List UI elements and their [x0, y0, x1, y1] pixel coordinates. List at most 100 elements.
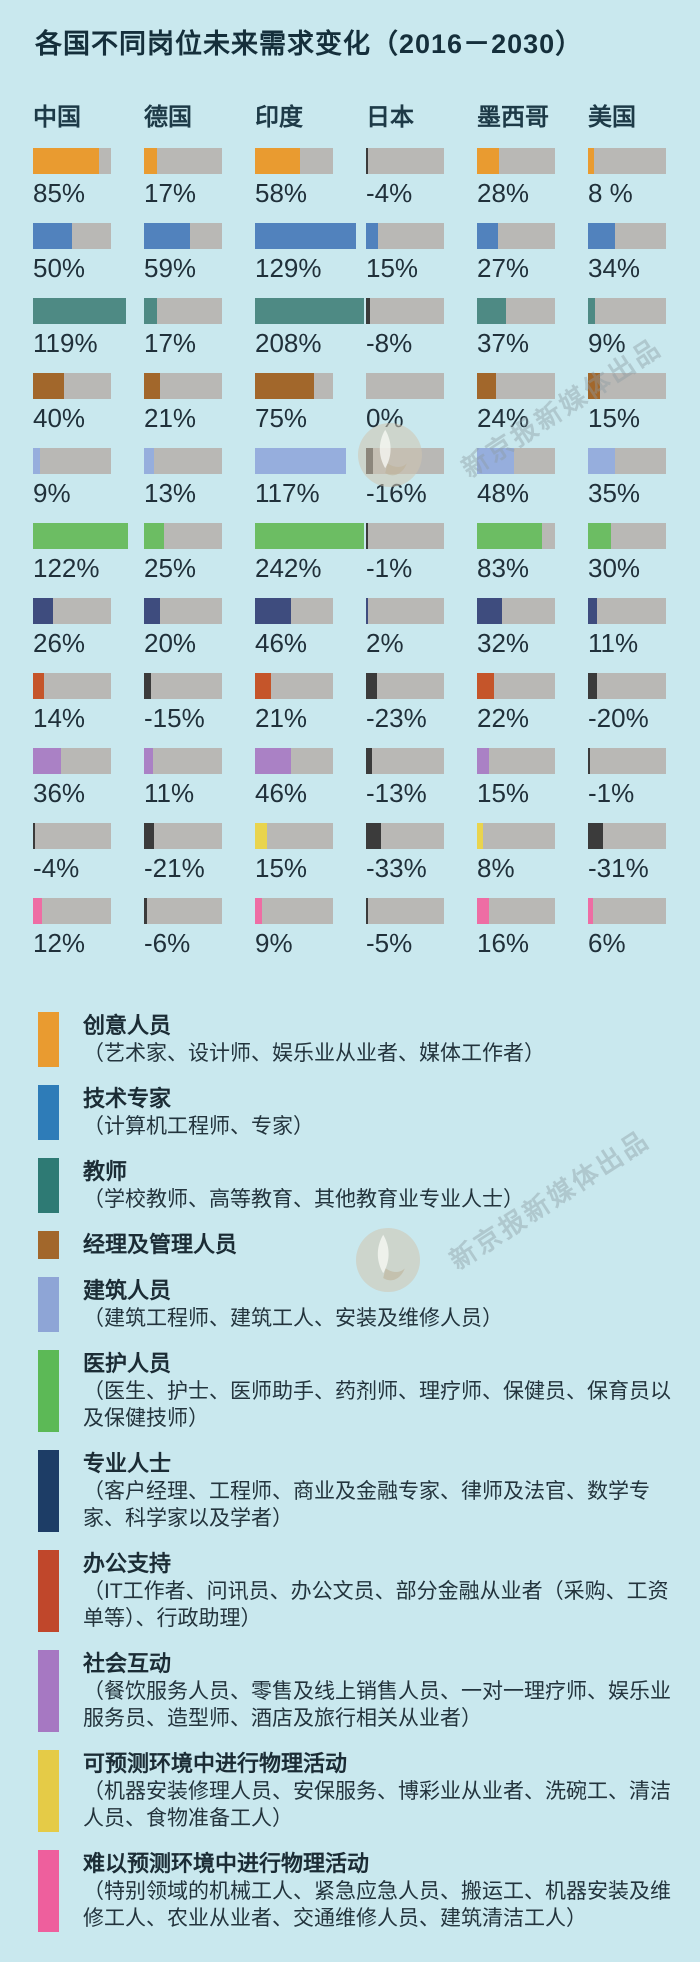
bar-track [144, 673, 222, 699]
bar-value-label: 85% [33, 178, 86, 208]
bar-cell-难以预测环境中进行物理活动-日本: -5% [366, 898, 444, 958]
bar-cell-专业人士-墨西哥: 32% [477, 598, 555, 658]
bar-track [33, 448, 111, 474]
bar-track [588, 598, 666, 624]
bar-track [477, 523, 555, 549]
bar-fill [255, 223, 356, 249]
bar-value-label: 58% [255, 178, 308, 208]
bar-value-label: -6% [144, 928, 191, 958]
bar-fill [33, 148, 100, 174]
bar-value-label: 8% [477, 853, 515, 883]
legend-text: 社会互动 （餐饮服务人员、零售及线上销售人员、一对一理疗师、娱乐业服务员、造型师、… [83, 1650, 680, 1732]
legend-desc: （建筑工程师、建筑工人、安装及维修人员） [83, 1307, 503, 1330]
bar-fill [477, 823, 484, 849]
bar-cell-社会互动-日本: -13% [366, 748, 444, 808]
country-header: 墨西哥 [477, 104, 549, 131]
bar-value-label: -1% [588, 778, 635, 808]
country-header: 美国 [588, 104, 636, 131]
bar-track [477, 373, 555, 399]
bar-value-label: -31% [588, 853, 649, 883]
bar-value-label: 28% [477, 178, 530, 208]
bar-track [144, 373, 222, 399]
bar-fill [144, 223, 191, 249]
bar-track [588, 823, 666, 849]
bar-track [33, 748, 111, 774]
bar-negative-mark [588, 673, 598, 699]
bar-cell-建筑人员-日本: -16% [366, 448, 444, 508]
bar-fill [144, 448, 155, 474]
bar-fill [255, 373, 314, 399]
bar-value-label: 46% [255, 778, 308, 808]
legend-swatch [38, 1158, 59, 1213]
bar-cell-社会互动-墨西哥: 15% [477, 748, 555, 808]
legend-text: 建筑人员 （建筑工程师、建筑工人、安装及维修人员） [83, 1277, 503, 1332]
bar-value-label: 208% [255, 328, 322, 358]
bar-track [144, 148, 222, 174]
bar-fill [588, 223, 615, 249]
legend-text: 专业人士 （客户经理、工程师、商业及金融专家、律师及法官、数学专家、科学家以及学者… [83, 1450, 680, 1532]
bar-negative-mark [588, 748, 590, 774]
bar-cell-可预测环境中进行物理活动-墨西哥: 8% [477, 823, 555, 883]
bar-value-label: 15% [366, 253, 419, 283]
bar-track [366, 898, 444, 924]
bar-track [144, 298, 222, 324]
bar-value-label: 75% [255, 403, 308, 433]
bar-cell-社会互动-美国: -1% [588, 748, 666, 808]
bar-cell-创意人员-德国: 17% [144, 148, 222, 208]
bar-fill [477, 673, 495, 699]
bar-cell-可预测环境中进行物理活动-美国: -31% [588, 823, 666, 883]
bar-negative-mark [144, 673, 152, 699]
bar-track [588, 748, 666, 774]
bar-fill [255, 823, 267, 849]
bar-cell-难以预测环境中进行物理活动-德国: -6% [144, 898, 222, 958]
bar-cell-创意人员-美国: 8 % [588, 148, 666, 208]
bar-track [144, 448, 222, 474]
bar-fill [33, 223, 72, 249]
bar-value-label: 34% [588, 253, 641, 283]
bar-cell-经理及管理人员-印度: 75% [255, 373, 333, 433]
bar-cell-难以预测环境中进行物理活动-美国: 6% [588, 898, 666, 958]
bar-value-label: 83% [477, 553, 530, 583]
bar-value-label: 20% [144, 628, 197, 658]
bar-value-label: 242% [255, 553, 322, 583]
bar-value-label: 37% [477, 328, 530, 358]
bar-fill [477, 373, 496, 399]
bar-cell-教师-墨西哥: 37% [477, 298, 555, 358]
bar-fill [33, 673, 44, 699]
legend-item-经理及管理人员: 经理及管理人员 [38, 1231, 680, 1259]
legend-swatch [38, 1550, 59, 1632]
bar-fill [477, 523, 542, 549]
legend-item-专业人士: 专业人士 （客户经理、工程师、商业及金融专家、律师及法官、数学专家、科学家以及学者… [38, 1450, 680, 1532]
legend-swatch [38, 1350, 59, 1432]
legend-label: 难以预测环境中进行物理活动 [83, 1851, 370, 1876]
country-header: 日本 [366, 104, 414, 131]
bar-cell-办公支持-墨西哥: 22% [477, 673, 555, 733]
bar-cell-技术专家-日本: 15% [366, 223, 444, 283]
bar-cell-创意人员-日本: -4% [366, 148, 444, 208]
bar-cell-经理及管理人员-美国: 15% [588, 373, 666, 433]
bar-value-label: 27% [477, 253, 530, 283]
bar-cell-难以预测环境中进行物理活动-印度: 9% [255, 898, 333, 958]
bar-value-label: -23% [366, 703, 427, 733]
bar-track [33, 223, 111, 249]
bar-cell-办公支持-德国: -15% [144, 673, 222, 733]
bar-track [255, 748, 333, 774]
legend-item-建筑人员: 建筑人员 （建筑工程师、建筑工人、安装及维修人员） [38, 1277, 680, 1332]
bar-track [144, 523, 222, 549]
bar-fill [144, 523, 164, 549]
bar-cell-教师-德国: 17% [144, 298, 222, 358]
chart-grid: 85% 17% 58% -4% 28% 8 % 50% 59% 129% 15% 27% 34% 119… [33, 148, 667, 958]
legend-desc: （艺术家、设计师、娱乐业从业者、媒体工作者） [83, 1042, 545, 1065]
bar-track [366, 223, 444, 249]
bar-fill [588, 898, 593, 924]
bar-cell-办公支持-日本: -23% [366, 673, 444, 733]
bar-fill [144, 373, 161, 399]
legend-desc: （医生、护士、医师助手、药剂师、理疗师、保健员、保育员以及保健技师） [83, 1380, 671, 1430]
bar-value-label: 26% [33, 628, 86, 658]
bar-fill [144, 148, 158, 174]
legend-label: 技术专家 [83, 1086, 172, 1111]
bar-cell-技术专家-美国: 34% [588, 223, 666, 283]
bar-fill [588, 148, 595, 174]
bar-cell-可预测环境中进行物理活动-印度: 15% [255, 823, 333, 883]
bar-fill [366, 223, 378, 249]
